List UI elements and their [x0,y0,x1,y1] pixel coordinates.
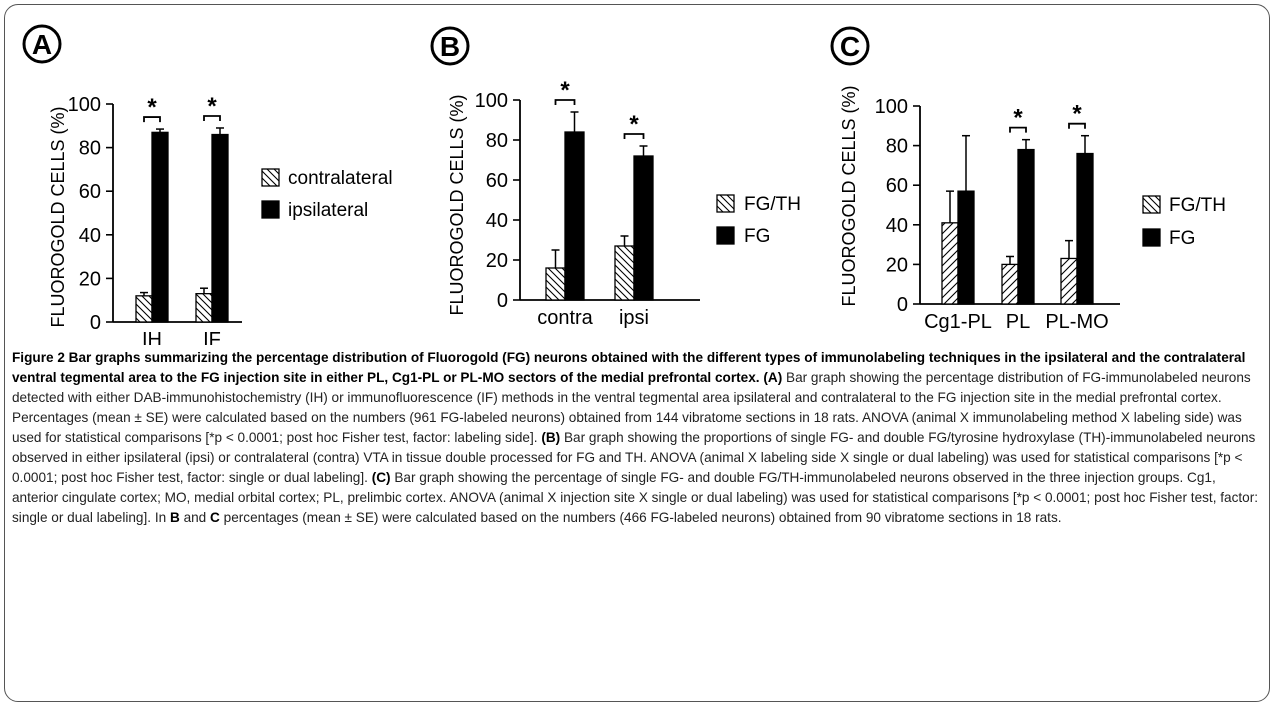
panel-b-letter-badge: B [430,26,470,66]
sig-bracket-c-pl-mo [1068,122,1086,129]
legend-swatch-fg-th-c [1142,195,1161,214]
panel-c-legend: FG/TH FG [1142,195,1226,249]
caption-in-c: C [210,510,220,525]
panel-b-ytick-40: 40 [486,210,508,232]
panel-c-letter: C [840,31,860,62]
category-label-b-contra: contra [537,307,593,329]
bar-b-ipsi-fg-th [614,245,635,301]
caption-b-label: (B) [541,430,561,445]
panel-a-ytick-0: 0 [90,312,101,334]
panel-a-legend: contralateral ipsilateral [261,168,393,221]
caption-title: Figure 2 Bar graphs summarizing the perc… [12,350,1246,385]
figure-panels: A FLUOROGOLD CELLS (%) 0 20 40 60 80 100… [22,24,1226,345]
panel-c-y-axis-label: FLUOROGOLD CELLS (%) [839,85,859,306]
bar-c-pl-mo-fg [1076,152,1094,305]
legend-label-fg-th: FG/TH [744,194,801,215]
panel-b: B FLUOROGOLD CELLS (%) 0 20 40 60 80 100… [430,26,801,329]
sig-star-b-contra: * [560,77,570,104]
panel-a-y-axis-label: FLUOROGOLD CELLS (%) [48,106,68,327]
panel-c-letter-badge: C [830,26,870,66]
caption-c-text: Bar graph showing the percentage of sing… [12,470,1259,525]
panel-a-ytick-60: 60 [79,181,101,203]
legend-label-contralateral: contralateral [288,168,393,189]
caption-and-word: and [183,510,207,525]
caption-tail-text: percentages (mean ± SE) were calculated … [223,510,1062,525]
sig-star-a-ih: * [147,94,157,121]
panel-a-plot: * IH * IF [106,93,242,345]
sig-bracket-b-contra [554,99,576,105]
bar-c-pl-fg [1017,148,1035,305]
sig-star-a-if: * [207,93,217,120]
sig-star-c-pl-mo: * [1072,101,1082,128]
category-label-a-ih: IH [142,329,162,345]
caption-c-label: (C) [371,470,391,485]
panel-b-plot: * contra * ipsi [513,77,700,329]
legend-swatch-fg [716,226,735,245]
sig-star-b-ipsi: * [629,111,639,138]
panel-a-letter: A [32,29,52,60]
figure-caption: Figure 2 Bar graphs summarizing the perc… [12,348,1262,528]
bar-a-ih-ipsilateral [151,131,169,323]
figure-frame [4,4,1270,702]
panel-c-ytick-20: 20 [886,254,908,276]
panel-c: C FLUOROGOLD CELLS (%) 0 20 40 60 80 100… [830,26,1226,333]
category-label-c-cg1-pl: Cg1-PL [924,311,992,333]
panel-a-ytick-20: 20 [79,268,101,290]
panel-a-ytick-80: 80 [79,138,101,160]
sig-bracket-c-pl [1009,126,1027,133]
bar-b-contra-fg-th [545,267,566,301]
legend-swatch-contralateral [261,168,280,187]
panel-c-ytick-80: 80 [886,136,908,158]
bar-c-cg1-pl-fg [957,190,975,305]
sig-star-c-pl: * [1013,105,1023,132]
bar-a-ih-contralateral [135,295,153,323]
category-label-b-ipsi: ipsi [619,307,649,329]
panel-a-y-ticks: 0 20 40 60 80 100 [68,94,101,334]
panel-b-ytick-80: 80 [486,130,508,152]
panel-a-letter-badge: A [22,24,62,64]
legend-label-fg: FG [744,226,770,247]
panel-c-ytick-40: 40 [886,215,908,237]
panel-b-ytick-20: 20 [486,250,508,272]
panel-b-letter: B [440,31,460,62]
panel-a: A FLUOROGOLD CELLS (%) 0 20 40 60 80 100… [22,24,393,345]
bar-b-ipsi-fg [633,155,654,301]
category-label-c-pl: PL [1006,311,1030,333]
legend-swatch-fg-th [716,194,735,213]
panel-c-plot: Cg1-PL * PL * PL-MO [913,101,1120,333]
bar-c-cg1-pl-fg-th [941,222,959,305]
bar-b-contra-fg [564,131,585,301]
panel-c-y-ticks: 0 20 40 60 80 100 [875,96,908,316]
panel-b-y-ticks: 0 20 40 60 80 100 [475,90,508,312]
panel-a-ytick-40: 40 [79,225,101,247]
legend-label-fg-c: FG [1169,228,1195,249]
caption-b-text: Bar graph showing the proportions of sin… [12,430,1256,485]
panel-b-ytick-60: 60 [486,170,508,192]
category-label-c-pl-mo: PL-MO [1045,311,1108,333]
caption-a-text: Bar graph showing the percentage distrib… [12,370,1251,445]
caption-a-label: (A) [763,370,783,385]
panel-c-ytick-0: 0 [897,294,908,316]
sig-bracket-a-if [203,115,221,121]
panel-c-ytick-60: 60 [886,175,908,197]
bar-c-pl-mo-fg-th [1060,257,1078,305]
legend-swatch-ipsilateral [261,200,280,219]
panel-c-ytick-100: 100 [875,96,908,118]
bar-a-if-contralateral [195,293,213,323]
panel-b-legend: FG/TH FG [716,194,801,247]
legend-label-fg-th-c: FG/TH [1169,195,1226,216]
category-label-a-if: IF [203,329,221,345]
sig-bracket-b-ipsi [623,133,645,139]
panel-b-ytick-100: 100 [475,90,508,112]
panel-b-ytick-0: 0 [497,290,508,312]
caption-in-b: B [169,510,180,525]
sig-bracket-a-ih [143,116,161,123]
caption-paragraph: Figure 2 Bar graphs summarizing the perc… [12,348,1262,528]
bar-c-pl-fg-th [1001,263,1019,305]
panel-a-ytick-100: 100 [68,94,101,116]
panel-b-y-axis-label: FLUOROGOLD CELLS (%) [447,94,467,315]
bar-a-if-ipsilateral [211,133,229,323]
legend-swatch-fg-c [1142,228,1161,247]
legend-label-ipsilateral: ipsilateral [288,200,368,221]
